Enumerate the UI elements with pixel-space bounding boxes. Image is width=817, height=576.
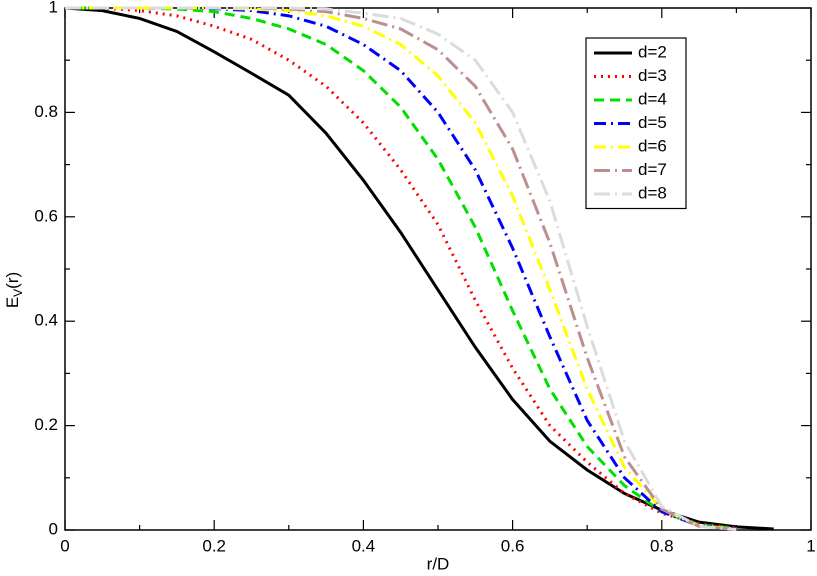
legend-label: d=8 (638, 183, 667, 202)
series-line (65, 6, 737, 531)
series-line (65, 6, 737, 531)
y-tick-label: 0 (49, 519, 58, 538)
series-line (65, 6, 737, 531)
y-tick-label: 0.4 (34, 311, 58, 330)
legend-label: d=6 (638, 136, 667, 155)
x-tick-label: 0.2 (202, 536, 226, 555)
x-tick-label: 1 (806, 536, 815, 555)
y-axis-label: EV(r) (3, 272, 25, 308)
y-label-sub: V (11, 289, 25, 297)
series-line (65, 6, 737, 530)
x-tick-label: 0.6 (501, 536, 525, 555)
plot-frame (64, 7, 812, 531)
x-axis-label: r/D (427, 554, 450, 573)
legend-label: d=7 (638, 160, 667, 179)
y-tick-label: 0.2 (34, 415, 58, 434)
y-tick-label: 1 (49, 0, 58, 16)
x-tick-label: 0.8 (650, 536, 674, 555)
y-tick-label: 0.6 (34, 206, 58, 225)
legend-label: d=2 (638, 42, 667, 61)
y-label-main: E (3, 297, 22, 308)
y-tick-label: 0.8 (34, 102, 58, 121)
legend-label: d=5 (638, 113, 667, 132)
series-line (65, 6, 737, 530)
series-line (65, 6, 737, 531)
legend-label: d=4 (638, 89, 667, 108)
y-label-suffix: (r) (3, 272, 22, 289)
x-tick-label: 0.4 (352, 536, 376, 555)
legend-label: d=3 (638, 66, 667, 85)
x-tick-label: 0 (60, 536, 69, 555)
series-line (64, 6, 774, 531)
